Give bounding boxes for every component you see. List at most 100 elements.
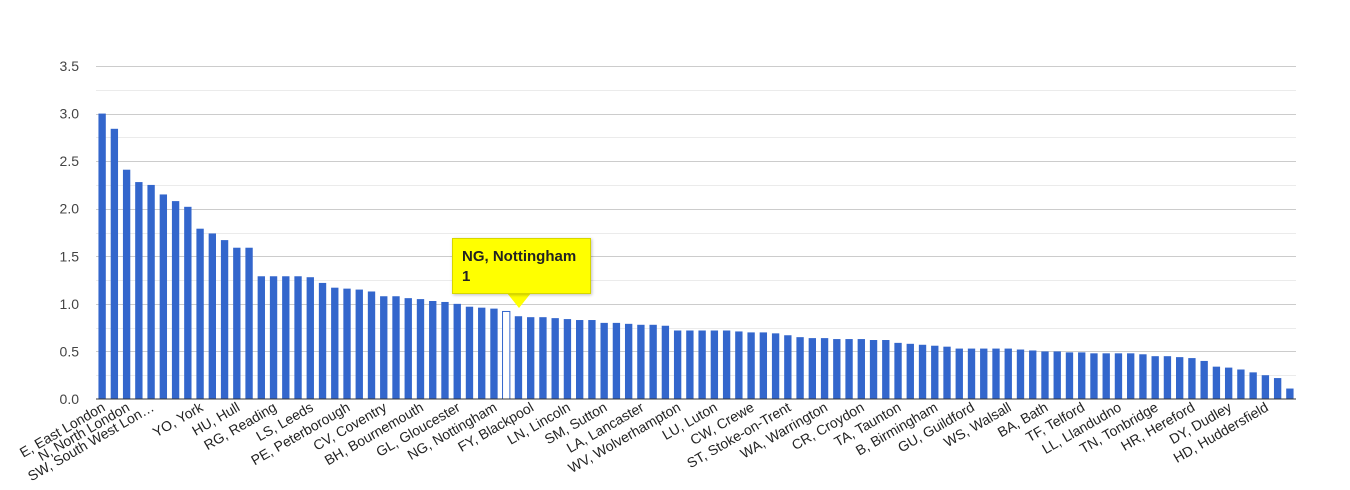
- bar[interactable]: [514, 316, 523, 399]
- bar[interactable]: [294, 276, 302, 399]
- bar[interactable]: [184, 206, 192, 399]
- bar[interactable]: [527, 317, 535, 399]
- bar[interactable]: [1261, 375, 1270, 399]
- bar[interactable]: [453, 303, 461, 399]
- bar[interactable]: [282, 276, 290, 399]
- bar[interactable]: [943, 346, 951, 399]
- bar[interactable]: [98, 113, 106, 400]
- bar[interactable]: [404, 298, 412, 399]
- bar[interactable]: [1102, 353, 1110, 399]
- bar[interactable]: [612, 322, 621, 399]
- bar[interactable]: [1151, 356, 1159, 399]
- bar[interactable]: [784, 335, 792, 399]
- bar[interactable]: [478, 307, 486, 399]
- bar[interactable]: [257, 276, 265, 399]
- bar[interactable]: [931, 345, 939, 399]
- bar[interactable]: [637, 324, 645, 399]
- bar[interactable]: [857, 339, 865, 399]
- bar[interactable]: [159, 194, 168, 399]
- bar[interactable]: [686, 330, 694, 399]
- bar[interactable]: [110, 128, 119, 399]
- bar[interactable]: [367, 291, 376, 399]
- bar[interactable]: [967, 348, 976, 399]
- gridlines: [96, 66, 1296, 376]
- bar[interactable]: [1224, 367, 1233, 399]
- bar[interactable]: [343, 288, 351, 399]
- bar[interactable]: [906, 343, 914, 399]
- bar[interactable]: [918, 344, 927, 399]
- bar[interactable]: [1053, 351, 1061, 399]
- bar[interactable]: [796, 337, 804, 399]
- bar[interactable]: [563, 319, 572, 399]
- bar[interactable]: [490, 308, 498, 399]
- bar[interactable]: [882, 340, 890, 399]
- bar[interactable]: [441, 301, 449, 399]
- bar[interactable]: [551, 318, 559, 399]
- bar[interactable]: [1249, 372, 1257, 399]
- bar[interactable]: [722, 330, 731, 399]
- bar[interactable]: [208, 233, 216, 399]
- bar[interactable]: [698, 330, 706, 399]
- bar[interactable]: [1090, 353, 1098, 399]
- bar[interactable]: [992, 348, 1000, 399]
- bar[interactable]: [661, 325, 670, 399]
- bar[interactable]: [576, 320, 584, 399]
- bar[interactable]: [1041, 351, 1049, 399]
- bar[interactable]: [1200, 360, 1208, 399]
- bar-highlighted[interactable]: [502, 310, 511, 400]
- bar[interactable]: [869, 340, 878, 399]
- bar[interactable]: [1237, 369, 1245, 399]
- bar[interactable]: [808, 338, 816, 399]
- bar[interactable]: [539, 317, 547, 399]
- bar[interactable]: [771, 333, 780, 399]
- bar[interactable]: [1065, 352, 1074, 399]
- bar[interactable]: [1016, 349, 1025, 399]
- bar[interactable]: [147, 184, 155, 399]
- bar[interactable]: [1078, 352, 1086, 399]
- bar[interactable]: [735, 331, 743, 399]
- bar[interactable]: [649, 324, 657, 399]
- bar[interactable]: [624, 323, 633, 399]
- bar[interactable]: [220, 240, 229, 399]
- bar[interactable]: [171, 201, 180, 399]
- bar[interactable]: [465, 306, 474, 399]
- bar[interactable]: [759, 332, 768, 399]
- bar[interactable]: [318, 282, 327, 399]
- bar[interactable]: [588, 320, 596, 399]
- bar[interactable]: [416, 299, 425, 399]
- bar[interactable]: [392, 296, 400, 399]
- bar[interactable]: [233, 247, 241, 399]
- bar[interactable]: [1139, 354, 1147, 399]
- bar[interactable]: [673, 330, 682, 399]
- bar[interactable]: [955, 348, 963, 399]
- bar[interactable]: [380, 296, 388, 399]
- bar[interactable]: [600, 322, 608, 399]
- bar[interactable]: [269, 276, 278, 399]
- bar[interactable]: [1273, 378, 1282, 399]
- y-tick-label: 2.5: [60, 153, 80, 169]
- bar[interactable]: [1176, 357, 1184, 399]
- bar[interactable]: [1286, 388, 1294, 399]
- bar[interactable]: [306, 277, 314, 399]
- bar[interactable]: [196, 228, 204, 399]
- bar[interactable]: [135, 182, 143, 399]
- bar[interactable]: [1188, 358, 1196, 399]
- bar[interactable]: [1212, 366, 1221, 399]
- bar[interactable]: [1004, 348, 1012, 399]
- bar[interactable]: [122, 169, 131, 399]
- bar[interactable]: [429, 301, 437, 399]
- bar[interactable]: [894, 342, 902, 399]
- bar[interactable]: [710, 330, 719, 399]
- bar[interactable]: [331, 287, 339, 399]
- bar[interactable]: [833, 339, 841, 399]
- bar[interactable]: [747, 332, 755, 399]
- bar[interactable]: [1114, 353, 1123, 399]
- bar[interactable]: [355, 289, 363, 399]
- bar[interactable]: [820, 338, 829, 399]
- bar[interactable]: [245, 247, 253, 399]
- bar[interactable]: [980, 348, 988, 399]
- bar[interactable]: [845, 339, 853, 399]
- bar[interactable]: [1163, 356, 1172, 399]
- bar[interactable]: [1029, 350, 1037, 399]
- bar[interactable]: [1127, 353, 1135, 399]
